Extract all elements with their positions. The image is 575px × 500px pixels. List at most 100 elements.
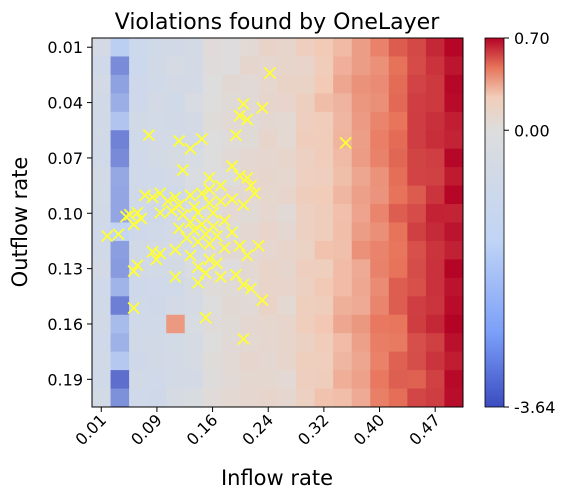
heatmap-cell [147,56,167,76]
heatmap-cell [351,204,371,223]
violation-marker [184,216,197,229]
heatmap-cell [296,296,316,316]
heatmap-cell [92,370,112,390]
heatmap-cell [370,370,390,390]
heatmap-cell [296,204,316,223]
heatmap-cell [221,388,241,408]
heatmap-cell [92,222,112,242]
heatmap-cell [314,222,334,242]
heatmap-cell [184,74,204,94]
heatmap-cell [92,93,112,113]
heatmap-cell [388,185,408,205]
heatmap-cell [296,388,316,408]
heatmap-cell [314,111,334,131]
heatmap-cell [314,74,334,94]
heatmap-cell [129,130,149,150]
colorbar-tick-label: 0.00 [514,121,550,140]
violation-marker [123,208,136,221]
heatmap-cell [351,130,371,150]
heatmap-cell [166,56,186,76]
heatmap-cell [314,56,334,76]
heatmap-cell [221,351,241,371]
heatmap-cell [258,333,278,353]
heatmap-cell [333,148,353,168]
colorbar-tick-label: 0.70 [514,29,550,48]
heatmap-cell [129,111,149,131]
heatmap-cell [407,351,427,371]
heatmap-cell [110,74,130,94]
heatmap-cell [370,93,390,113]
x-tick-label: 0.32 [294,410,333,449]
heatmap-cell [388,370,408,390]
heatmap-cell [258,222,278,242]
heatmap-cell [240,370,260,390]
heatmap-cell [147,74,167,94]
violation-marker [154,206,167,219]
heatmap-cell [92,277,112,297]
violation-marker [176,163,189,177]
heatmap-cell [184,314,204,334]
heatmap-cell [407,388,427,408]
heatmap-cell [388,351,408,371]
x-tick-label: 0.01 [71,410,110,449]
heatmap-cell [92,38,112,57]
heatmap-cell [388,167,408,187]
heatmap-cell [258,351,278,371]
heatmap-cell [444,351,464,371]
violation-marker [165,204,178,217]
colorbar [484,37,505,408]
heatmap-cell [129,333,149,353]
heatmap-cell [129,314,149,334]
heatmap-cell [314,296,334,316]
violation-marker [229,128,242,142]
violation-marker [135,212,148,225]
heatmap-cell [333,240,353,260]
x-tick-label: 0.09 [127,410,166,449]
heatmap-cell [333,167,353,187]
y-tick-label: 0.19 [47,370,83,389]
violation-marker [172,198,186,212]
heatmap-cell [444,204,464,223]
heatmap-cell [444,222,464,242]
heatmap-cell [425,370,445,390]
heatmap-cell [92,333,112,353]
y-tick-label: 0.01 [47,38,83,57]
violation-marker [172,222,186,235]
heatmap-cell [444,370,464,390]
heatmap-cell [221,333,241,353]
heatmap-cell [203,296,223,316]
violation-marker [214,270,227,284]
heatmap-cell [296,111,316,131]
heatmap-cell [166,277,186,297]
heatmap-cell [277,370,297,390]
heatmap-cell [110,148,130,168]
heatmap-cell [110,351,130,371]
violation-marker [256,294,269,307]
heatmap-cell [333,185,353,205]
violation-marker [241,249,254,262]
heatmap-cell [333,74,353,94]
heatmap-cell [166,130,186,150]
heatmap-cell [92,388,112,408]
heatmap-cell [296,240,316,260]
heatmap-cell [333,370,353,390]
heatmap-cell [351,314,371,334]
heatmap-cell [147,388,167,408]
y-tick-label: 0.13 [47,260,83,279]
heatmap-cell [425,185,445,205]
heatmap-cell [110,93,130,113]
heatmap-cell [351,370,371,390]
heatmap-cell [351,333,371,353]
heatmap-cell [296,222,316,242]
violation-marker [146,245,159,258]
heatmap-cell [425,259,445,279]
heatmap-cell [221,56,241,76]
x-tick-label: 0.16 [183,410,222,449]
heatmap-cell [425,277,445,297]
heatmap-cell [221,259,241,279]
violation-marker [195,187,208,200]
violation-marker [169,243,182,256]
violation-marker [229,268,242,282]
heatmap-cell [203,370,223,390]
violation-marker [199,311,212,324]
